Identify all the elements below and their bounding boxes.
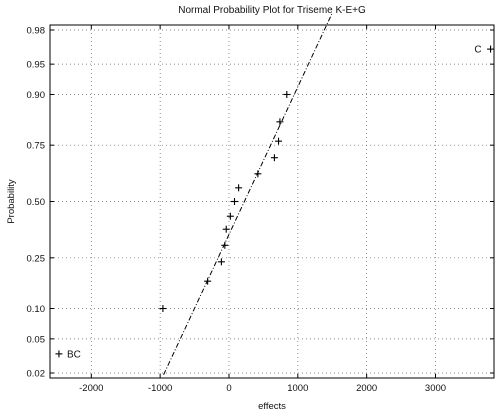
x-tick-label: 0 <box>226 383 231 394</box>
point-label: C <box>474 45 481 56</box>
x-tick-label: -2000 <box>79 383 103 394</box>
y-tick-label: 0.25 <box>27 253 46 264</box>
data-point <box>159 305 167 313</box>
y-tick-label: 0.50 <box>27 197 46 208</box>
data-point <box>222 225 230 233</box>
grid <box>50 25 494 378</box>
data-point <box>283 90 291 98</box>
data-point <box>221 241 229 249</box>
data-points: BC C <box>55 45 495 360</box>
data-point <box>230 198 238 205</box>
plot-frame <box>49 24 495 379</box>
y-tick-label: 0.98 <box>27 26 46 37</box>
x-tick-label: 2000 <box>356 383 377 394</box>
x-tick-label: -1000 <box>148 383 172 394</box>
data-point: C <box>474 45 495 56</box>
y-tick-label: 0.05 <box>27 334 46 345</box>
data-point <box>270 154 278 162</box>
data-point <box>275 137 283 145</box>
x-tick-label: 3000 <box>425 383 446 394</box>
data-point <box>217 258 225 266</box>
axis-ticks: -2000 -1000 0 1000 2000 3000 0.02 0.05 0.10 0.25 0… <box>27 25 494 394</box>
reference-line-group <box>163 12 333 375</box>
data-point <box>254 170 262 178</box>
y-tick-label: 0.95 <box>27 60 46 71</box>
y-tick-label: 0.90 <box>27 90 46 101</box>
data-point <box>204 277 212 285</box>
y-tick-label: 0.75 <box>27 141 46 152</box>
chart-title: Normal Probability Plot for Triseme K-E+… <box>178 5 366 16</box>
data-point <box>226 212 234 220</box>
point-label: BC <box>67 349 81 360</box>
data-point <box>276 118 284 126</box>
y-axis-label: Probability <box>6 179 17 224</box>
x-tick-label: 1000 <box>287 383 308 394</box>
y-tick-label: 0.10 <box>27 304 46 315</box>
data-point: BC <box>55 349 81 360</box>
plot-border <box>49 24 495 379</box>
reference-line <box>163 12 333 375</box>
x-axis-label: effects <box>258 401 286 412</box>
data-point <box>235 184 243 192</box>
y-tick-label: 0.02 <box>27 368 46 379</box>
